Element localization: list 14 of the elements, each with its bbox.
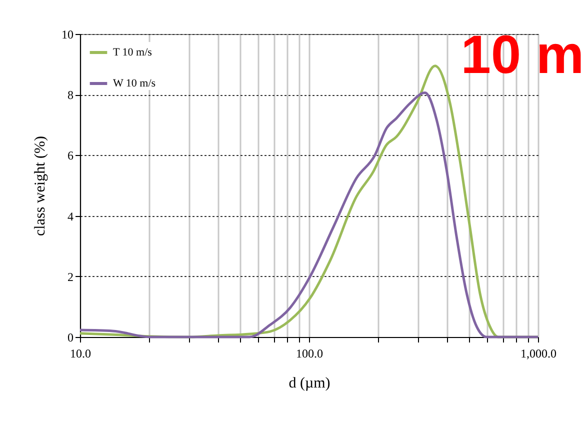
y-tick-label: 8 — [68, 88, 74, 102]
legend-label: W 10 m/s — [113, 78, 156, 90]
y-tick-label: 10 — [62, 28, 74, 42]
x-tick-label: 10.0 — [70, 346, 91, 360]
y-tick-label: 4 — [68, 209, 74, 224]
y-tick-label: 6 — [68, 148, 74, 163]
annotation: 10 m — [460, 25, 584, 85]
y-tick-label: 0 — [68, 330, 74, 344]
y-tick-label: 2 — [68, 270, 74, 284]
x-tick-label: 100.0 — [296, 346, 323, 360]
legend-label: T 10 m/s — [113, 46, 152, 58]
x-axis-title: d (µm) — [288, 376, 330, 392]
x-tick-label: 1,000.0 — [520, 346, 556, 360]
y-axis-title: class weight (%) — [32, 136, 48, 236]
